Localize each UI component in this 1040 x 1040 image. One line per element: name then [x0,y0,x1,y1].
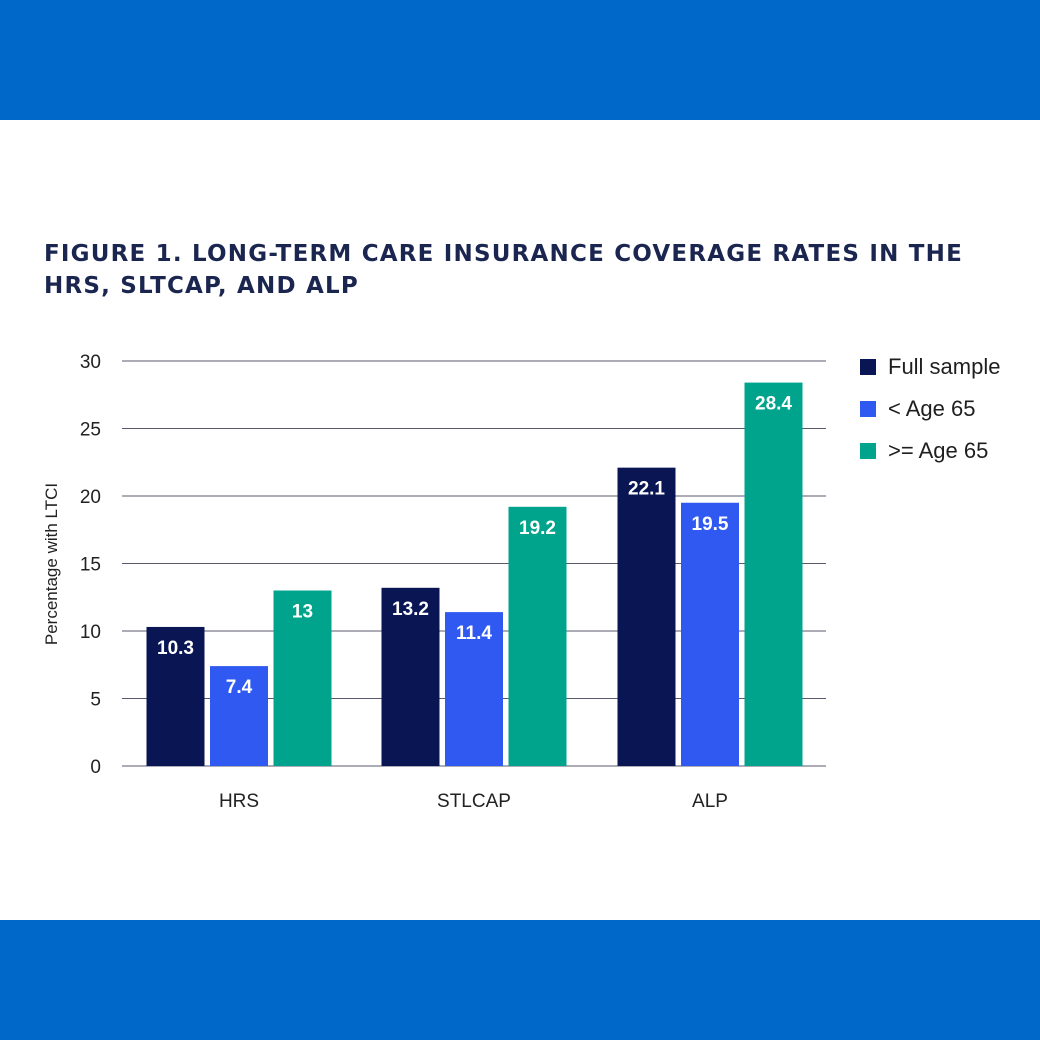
y-tick-label: 15 [80,555,101,576]
data-label: 28.4 [755,394,792,415]
legend-item-full-sample: Full sample [860,346,1000,388]
x-tick-label: STLCAP [437,791,511,812]
bar-hrs-series-1 [210,666,268,766]
y-tick-label: 0 [90,757,101,778]
bar-stlcap-series-2 [508,506,567,766]
x-tick-label: ALP [692,791,728,812]
y-tick-label: 30 [80,352,101,373]
bar-stlcap-series-0 [381,587,440,766]
bar-alp-series-1 [681,502,739,766]
data-label: 10.3 [157,638,194,659]
data-label: 19.5 [692,514,729,535]
y-tick-label: 10 [80,622,101,643]
chart-title: FIGURE 1. LONG-TERM CARE INSURANCE COVER… [44,241,963,299]
bar-hrs-series-2 [273,590,332,766]
legend-item-under-65: < Age 65 [860,388,1000,430]
legend-swatch-under-65 [860,401,876,417]
data-label: 7.4 [226,677,253,698]
y-tick-label: 25 [80,420,101,441]
data-label: 11.4 [456,623,492,644]
y-tick-label: 5 [90,690,101,711]
top-banner [0,0,1040,120]
legend-label-full-sample: Full sample [888,354,1001,379]
x-tick-label: HRS [219,791,259,812]
bar-hrs-series-0 [146,626,205,766]
legend-item-over-65: >= Age 65 [860,430,1000,472]
bar-stlcap-series-1 [445,612,503,766]
legend: Full sample < Age 65 >= Age 65 [860,346,1000,472]
y-axis-label: Percentage with LTCI [42,483,61,645]
y-tick-label: 20 [80,487,101,508]
legend-label-over-65: >= Age 65 [888,438,989,463]
bar-alp-series-2 [744,382,803,766]
data-label: 19.2 [519,518,556,539]
bottom-banner [0,920,1040,1040]
legend-label-under-65: < Age 65 [888,396,976,421]
data-label: 13 [292,602,313,623]
data-label: 22.1 [628,479,665,500]
data-label: 13.2 [392,599,429,620]
legend-swatch-over-65 [860,443,876,459]
legend-swatch-full-sample [860,359,876,375]
bar-alp-series-0 [617,467,676,766]
